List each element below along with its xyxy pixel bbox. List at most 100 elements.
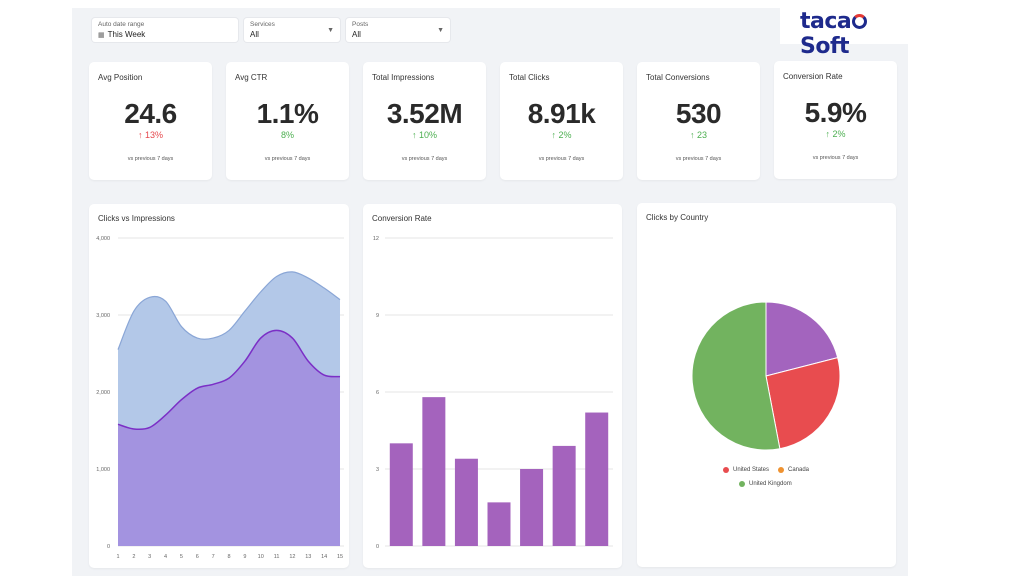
clicks-vs-impressions-panel: 0 1,000 2,000 3,000 4,000 1 2 3 4 5 6 7 8 9 10 11 12 13 14… xyxy=(89,204,349,568)
series-area-2 xyxy=(118,330,340,546)
kpi-card-conversion-rate: Conversion Rate 5.9% ↑ 2% vs previous 7 … xyxy=(774,61,897,179)
x-tick-label: 6 xyxy=(196,554,199,560)
x-tick-label: 13 xyxy=(305,554,311,560)
bar xyxy=(487,502,511,546)
chart-title: Conversion Rate xyxy=(372,214,432,223)
x-tick-label: 4 xyxy=(164,554,167,560)
bar xyxy=(520,469,544,546)
kpi-delta: ↑ 13% xyxy=(137,130,163,140)
kpi-title: Avg Position xyxy=(98,73,143,82)
bar xyxy=(389,443,413,546)
date-range-value-text: This Week xyxy=(107,30,146,39)
chevron-down-icon: ▼ xyxy=(327,27,334,34)
legend-label: United States xyxy=(733,467,770,473)
kpi-delta: ↑ 2% xyxy=(551,130,572,140)
services-value: All xyxy=(250,30,259,39)
date-range-filter[interactable]: Auto date range ▦ This Week xyxy=(92,18,238,42)
y-tick-label: 3 xyxy=(376,467,379,473)
pie-slice xyxy=(765,356,841,450)
kpi-title: Total Clicks xyxy=(509,73,550,82)
y-tick-label: 0 xyxy=(107,544,110,550)
y-tick-label: 2,000 xyxy=(96,390,110,396)
brand-logo: tacaSoft xyxy=(800,9,908,59)
kpi-value: 5.9% xyxy=(804,97,867,128)
y-tick-label: 3,000 xyxy=(96,313,110,319)
kpi-note: vs previous 7 days xyxy=(264,156,311,162)
kpi-note: vs previous 7 days xyxy=(127,156,174,162)
clicks-by-country-panel: Clicks by Country United States Canada U… xyxy=(637,203,896,567)
conversion-rate-panel: 0 3 6 9 12 Conversion Rate xyxy=(363,204,622,568)
legend-item-us: United States xyxy=(723,467,769,473)
posts-value: All xyxy=(352,30,361,39)
kpi-delta: ↑ 2% xyxy=(825,129,846,139)
bar xyxy=(552,445,576,546)
legend-dot xyxy=(778,467,784,473)
dashboard: Auto date range ▦ This Week Services All … xyxy=(72,8,908,576)
legend-label: United Kingdom xyxy=(749,481,792,487)
x-tick-label: 1 xyxy=(116,554,119,560)
legend-dot xyxy=(723,467,729,473)
kpi-value: 530 xyxy=(675,98,722,129)
y-tick-label: 4,000 xyxy=(96,236,110,242)
bar xyxy=(454,458,478,546)
series-line-1 xyxy=(117,271,341,350)
x-tick-label: 5 xyxy=(180,554,183,560)
services-label: Services xyxy=(250,21,275,28)
kpi-value: 8.91k xyxy=(527,98,596,129)
x-tick-label: 10 xyxy=(258,554,264,560)
x-tick-label: 7 xyxy=(212,554,215,560)
kpi-card-avg-ctr: Avg CTR 1.1% 8% vs previous 7 days xyxy=(226,62,349,180)
legend-item-canada: Canada xyxy=(778,467,809,473)
kpi-value: 1.1% xyxy=(256,98,319,129)
kpi-title: Conversion Rate xyxy=(783,72,843,81)
kpi-value: 24.6 xyxy=(124,98,177,129)
y-tick-label: 12 xyxy=(373,236,379,242)
logo-o-mark xyxy=(852,14,868,29)
series-line-2 xyxy=(117,329,341,431)
kpi-title: Total Conversions xyxy=(646,73,710,82)
x-tick-label: 3 xyxy=(148,554,151,560)
x-tick-label: 14 xyxy=(321,554,327,560)
bar xyxy=(585,412,609,546)
date-range-label: Auto date range xyxy=(98,21,145,28)
x-tick-label: 15 xyxy=(337,554,343,560)
chart-title: Clicks by Country xyxy=(646,213,709,222)
y-tick-label: 0 xyxy=(376,544,379,550)
kpi-note: vs previous 7 days xyxy=(401,156,448,162)
kpi-delta: ↑ 10% xyxy=(411,130,437,140)
kpi-note: vs previous 7 days xyxy=(812,155,859,161)
bar-chart: 0 3 6 9 12 xyxy=(373,236,613,550)
x-tick-label: 12 xyxy=(289,554,295,560)
kpi-note: vs previous 7 days xyxy=(675,156,722,162)
posts-filter[interactable]: Posts All ▼ xyxy=(346,18,450,42)
kpi-card-avg-position: Avg Position 24.6 ↑ 13% vs previous 7 da… xyxy=(89,62,212,180)
legend-label: Canada xyxy=(788,467,810,473)
kpi-delta: ↑ 23 xyxy=(689,130,707,140)
y-tick-label: 9 xyxy=(376,313,379,319)
bar xyxy=(422,397,446,546)
x-tick-label: 11 xyxy=(274,554,280,560)
date-range-value: ▦ This Week xyxy=(98,29,232,41)
kpi-card-total-impressions: Total Impressions 3.52M ↑ 10% vs previou… xyxy=(363,62,486,180)
x-tick-label: 8 xyxy=(227,554,230,560)
y-tick-label: 6 xyxy=(376,390,379,396)
kpi-value: 3.52M xyxy=(386,98,463,129)
services-filter[interactable]: Services All ▼ xyxy=(244,18,340,42)
legend-dot xyxy=(739,481,745,487)
x-tick-label: 9 xyxy=(243,554,246,560)
pie-slice xyxy=(765,301,839,377)
kpi-note: vs previous 7 days xyxy=(538,156,585,162)
y-tick-label: 1,000 xyxy=(96,467,110,473)
logo-panel: tacaSoft xyxy=(780,0,908,59)
kpi-card-total-conversions: Total Conversions 530 ↑ 23 vs previous 7… xyxy=(637,62,760,180)
pie-slice xyxy=(691,301,781,451)
chart-title: Clicks vs Impressions xyxy=(98,214,175,223)
kpi-title: Avg CTR xyxy=(235,73,268,82)
chevron-down-icon: ▼ xyxy=(437,27,444,34)
legend-item-uk: United Kingdom xyxy=(739,481,792,487)
posts-label: Posts xyxy=(352,21,369,28)
kpi-title: Total Impressions xyxy=(372,73,435,82)
kpi-card-total-clicks: Total Clicks 8.91k ↑ 2% vs previous 7 da… xyxy=(500,62,623,180)
pie-chart xyxy=(691,301,841,451)
calendar-icon: ▦ xyxy=(98,32,105,39)
